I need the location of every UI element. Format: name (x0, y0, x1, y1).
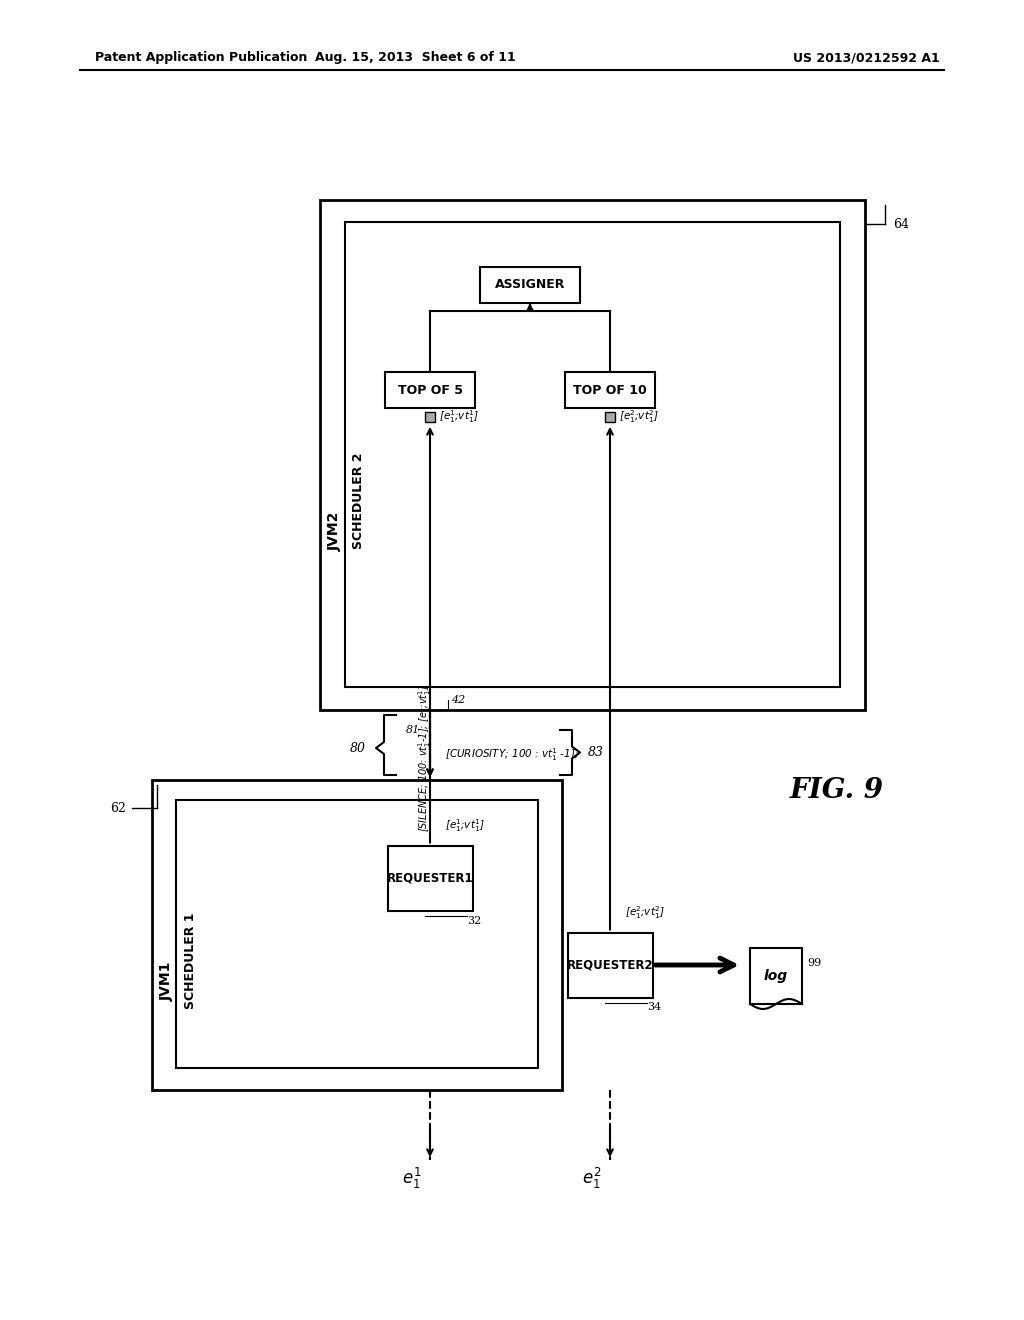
Text: 64: 64 (893, 218, 909, 231)
Text: SCHEDULER 1: SCHEDULER 1 (183, 912, 197, 1008)
Text: 83: 83 (588, 746, 604, 759)
Text: log: log (764, 969, 788, 983)
Bar (319, 201, 865, 710)
Text: [SILENCE; 100: vt$_1^1$-1]; [e$_1^1$;vt$_1^1$]: [SILENCE; 100: vt$_1^1$-1]; [e$_1^1$;vt$… (416, 684, 433, 832)
Text: REQUESTER1: REQUESTER1 (387, 871, 473, 884)
Bar (605, 412, 615, 422)
Bar (425, 412, 435, 422)
Text: Aug. 15, 2013  Sheet 6 of 11: Aug. 15, 2013 Sheet 6 of 11 (314, 51, 515, 65)
Text: TOP OF 5: TOP OF 5 (397, 384, 463, 396)
Text: [e$_1^2$;vt$_1^2$]: [e$_1^2$;vt$_1^2$] (618, 409, 658, 425)
Text: [CURIOSITY; 100 : vt$_1^1$ -1];: [CURIOSITY; 100 : vt$_1^1$ -1]; (445, 747, 579, 763)
Text: REQUESTER2: REQUESTER2 (566, 958, 653, 972)
Text: [e$_1^2$;vt$_1^2$]: [e$_1^2$;vt$_1^2$] (625, 904, 665, 921)
Text: SCHEDULER 2: SCHEDULER 2 (352, 453, 366, 549)
Bar (176, 800, 538, 1068)
Bar (387, 846, 472, 911)
Bar (345, 222, 840, 686)
Text: 62: 62 (111, 801, 126, 814)
Text: JVM2: JVM2 (328, 512, 342, 552)
Text: 99: 99 (807, 958, 821, 968)
Text: $e_1^1$: $e_1^1$ (402, 1166, 422, 1191)
Text: 81: 81 (406, 725, 420, 735)
Text: 80: 80 (350, 742, 366, 755)
Text: [e$_1^1$;vt$_1^1$]: [e$_1^1$;vt$_1^1$] (445, 817, 484, 834)
Bar (480, 267, 580, 304)
Bar (567, 932, 652, 998)
Text: TOP OF 10: TOP OF 10 (573, 384, 647, 396)
Text: 34: 34 (647, 1002, 662, 1012)
Bar (750, 948, 802, 1005)
Text: Patent Application Publication: Patent Application Publication (95, 51, 307, 65)
Text: $e_1^2$: $e_1^2$ (583, 1166, 602, 1191)
Text: JVM1: JVM1 (160, 962, 174, 1001)
Bar (152, 780, 562, 1090)
Text: ASSIGNER: ASSIGNER (495, 279, 565, 292)
Text: FIG. 9: FIG. 9 (790, 776, 884, 804)
Text: 32: 32 (468, 916, 481, 925)
Text: US 2013/0212592 A1: US 2013/0212592 A1 (794, 51, 940, 65)
Bar (385, 372, 475, 408)
Bar (565, 372, 655, 408)
Text: 42: 42 (451, 696, 465, 705)
Text: [e$_1^1$;vt$_1^1$]: [e$_1^1$;vt$_1^1$] (439, 409, 479, 425)
